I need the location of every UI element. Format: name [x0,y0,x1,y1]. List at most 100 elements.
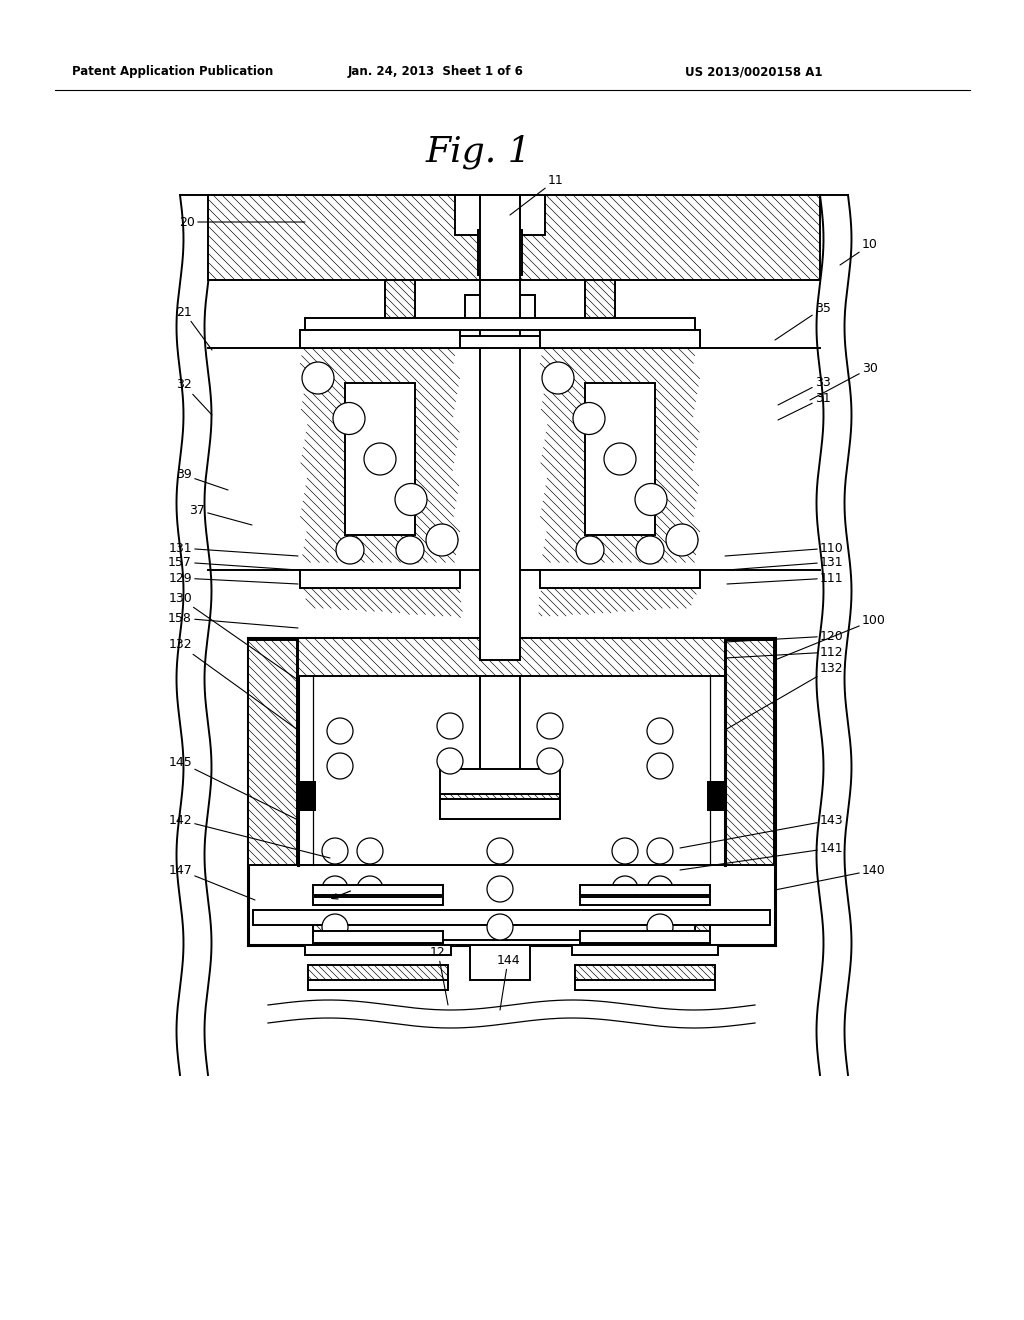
Circle shape [396,536,424,564]
Bar [580,884,710,895]
Bar [308,979,449,990]
Circle shape [327,752,353,779]
Circle shape [573,403,605,434]
Bar [208,195,820,280]
Circle shape [357,876,383,902]
Text: Fig. 1: Fig. 1 [425,135,530,169]
Text: 30: 30 [810,362,878,400]
Bar [305,337,695,348]
Circle shape [437,748,463,774]
Circle shape [322,913,348,940]
Bar [345,383,415,535]
Circle shape [487,876,513,902]
Bar [440,799,560,818]
Bar [540,570,700,587]
Circle shape [542,362,574,393]
Bar [298,781,316,810]
Bar [308,965,449,990]
Circle shape [322,838,348,865]
Circle shape [336,536,364,564]
Bar [305,318,695,330]
Text: 131: 131 [727,556,844,570]
Circle shape [636,536,664,564]
Bar [707,781,725,810]
Circle shape [395,483,427,516]
Text: 100: 100 [775,614,886,660]
Circle shape [426,524,458,556]
Text: 132: 132 [168,639,298,730]
Circle shape [364,444,396,475]
Text: 112: 112 [725,645,844,659]
Text: 10: 10 [840,239,878,265]
Text: 130: 130 [168,591,298,680]
Bar [540,330,700,348]
Circle shape [647,876,673,902]
Text: 140: 140 [775,863,886,890]
Text: 111: 111 [727,572,844,585]
Text: 33: 33 [778,375,830,405]
Text: 157: 157 [168,556,298,570]
Bar [580,931,710,942]
Bar [440,770,560,795]
Circle shape [537,713,563,739]
Circle shape [647,752,673,779]
Text: 35: 35 [775,301,830,341]
Text: Patent Application Publication: Patent Application Publication [72,66,273,78]
Bar [575,965,715,990]
Bar [298,638,725,676]
Bar [480,195,520,280]
Text: 143: 143 [680,813,844,847]
Circle shape [612,838,638,865]
Text: 129: 129 [168,572,298,585]
Circle shape [666,524,698,556]
Bar [313,931,443,942]
Bar [248,640,297,865]
Bar [478,230,522,275]
Bar [328,925,695,940]
Bar [726,640,774,865]
Bar [580,898,710,906]
Bar [305,945,451,954]
Circle shape [437,713,463,739]
Bar [470,945,530,979]
Bar [300,330,460,348]
Bar [440,795,560,818]
Circle shape [537,748,563,774]
Bar [480,280,520,660]
Circle shape [487,838,513,865]
Text: Jan. 24, 2013  Sheet 1 of 6: Jan. 24, 2013 Sheet 1 of 6 [348,66,524,78]
Text: 120: 120 [725,630,844,643]
Text: 131: 131 [168,541,298,556]
Bar [585,280,615,319]
Bar [480,676,520,781]
Circle shape [612,876,638,902]
Text: 144: 144 [497,953,520,1010]
Bar [313,884,443,895]
Text: US 2013/0020158 A1: US 2013/0020158 A1 [685,66,822,78]
Text: 147: 147 [168,863,255,900]
Text: 21: 21 [176,305,212,350]
Circle shape [647,913,673,940]
Bar [313,898,443,906]
Bar [385,280,415,319]
Bar [253,909,770,925]
Text: 145: 145 [168,755,298,820]
Bar [580,913,710,942]
Bar [540,330,700,348]
Text: 37: 37 [189,503,252,525]
Text: 20: 20 [179,215,305,228]
Circle shape [357,838,383,865]
Circle shape [322,876,348,902]
Text: 11: 11 [510,173,564,215]
Bar [572,945,718,954]
Bar [300,570,460,587]
Text: 31: 31 [778,392,830,420]
Circle shape [604,444,636,475]
Text: 158: 158 [168,611,298,628]
Text: 110: 110 [725,541,844,556]
Circle shape [647,838,673,865]
Bar [575,979,715,990]
Circle shape [327,718,353,744]
Text: 39: 39 [176,469,228,490]
Text: 132: 132 [725,661,844,730]
